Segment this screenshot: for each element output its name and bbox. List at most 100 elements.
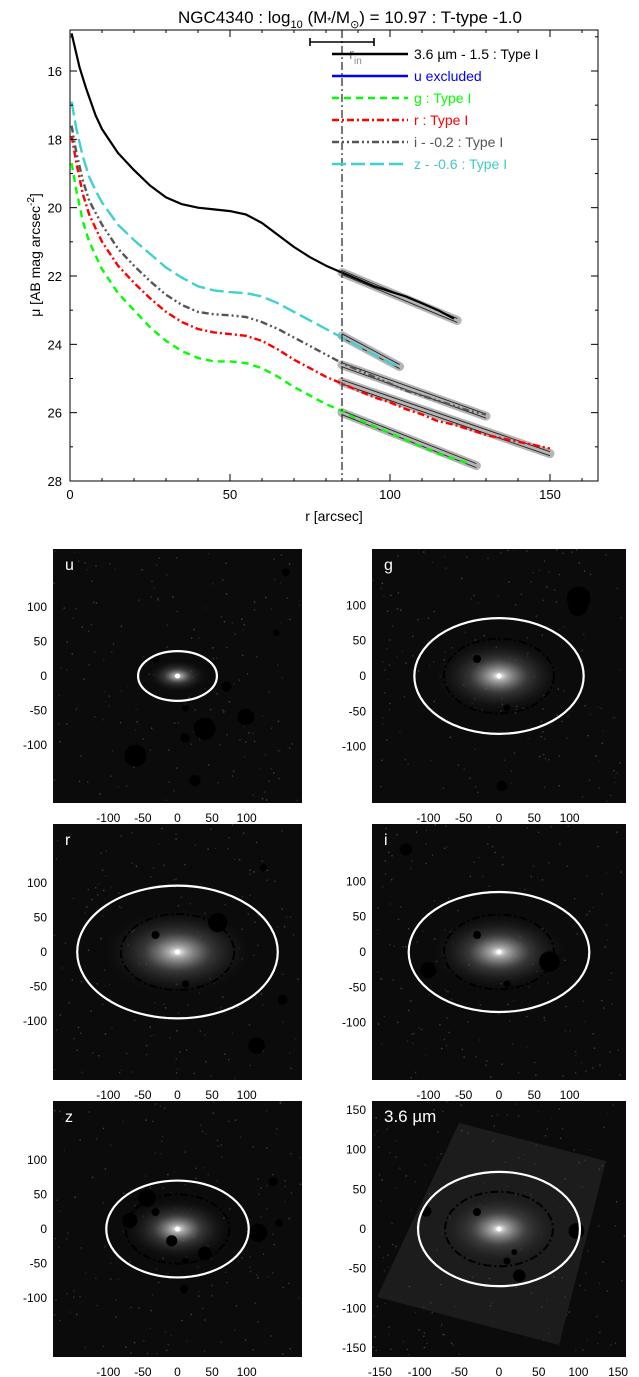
noise-pixel bbox=[59, 1110, 61, 1113]
noise-pixel bbox=[207, 764, 210, 766]
noise-pixel bbox=[388, 851, 390, 854]
fit-lines bbox=[337, 268, 555, 471]
noise-pixel bbox=[387, 1266, 389, 1268]
noise-pixel bbox=[603, 1007, 605, 1009]
noise-pixel bbox=[212, 647, 214, 649]
noise-pixel bbox=[234, 1119, 237, 1121]
noise-pixel bbox=[405, 662, 407, 664]
noise-pixel bbox=[104, 700, 107, 703]
noise-pixel bbox=[66, 1292, 68, 1295]
panel-x-tick-label: -100 bbox=[96, 1088, 120, 1102]
noise-pixel bbox=[76, 707, 78, 709]
masked-source bbox=[182, 704, 189, 712]
noise-pixel bbox=[98, 1055, 100, 1057]
noise-pixel bbox=[466, 556, 468, 558]
noise-pixel bbox=[63, 607, 65, 609]
noise-pixel bbox=[84, 912, 86, 914]
noise-pixel bbox=[392, 979, 394, 981]
galaxy-core bbox=[175, 673, 180, 679]
noise-pixel bbox=[599, 1064, 601, 1066]
noise-pixel bbox=[378, 1246, 381, 1248]
noise-pixel bbox=[454, 1305, 456, 1307]
noise-pixel bbox=[582, 1000, 584, 1002]
noise-pixel bbox=[273, 1243, 275, 1246]
masked-source bbox=[124, 744, 147, 767]
noise-pixel bbox=[542, 731, 544, 733]
noise-pixel bbox=[377, 929, 379, 931]
noise-pixel bbox=[616, 587, 618, 590]
noise-pixel bbox=[152, 1120, 154, 1123]
noise-pixel bbox=[101, 915, 104, 917]
panel-x-tick-label: 0 bbox=[174, 1088, 181, 1102]
panel-y-tick-label: 0 bbox=[359, 945, 366, 959]
noise-pixel bbox=[535, 1074, 537, 1076]
noise-pixel bbox=[291, 743, 293, 745]
noise-pixel bbox=[205, 607, 207, 609]
noise-pixel bbox=[526, 637, 528, 639]
noise-pixel bbox=[221, 1156, 223, 1158]
noise-pixel bbox=[581, 650, 583, 652]
noise-pixel bbox=[144, 1175, 147, 1177]
noise-pixel bbox=[164, 1331, 167, 1333]
noise-pixel bbox=[166, 646, 168, 648]
noise-pixel bbox=[176, 1068, 179, 1070]
noise-pixel bbox=[199, 1124, 202, 1126]
noise-pixel bbox=[589, 713, 591, 715]
noise-pixel bbox=[109, 998, 111, 1001]
noise-pixel bbox=[425, 862, 427, 865]
noise-pixel bbox=[222, 579, 224, 581]
noise-pixel bbox=[249, 1225, 251, 1228]
noise-pixel bbox=[417, 670, 420, 672]
noise-pixel bbox=[151, 727, 153, 729]
noise-pixel bbox=[289, 1052, 291, 1054]
noise-pixel bbox=[299, 604, 301, 606]
noise-pixel bbox=[138, 599, 140, 601]
masked-source bbox=[151, 1208, 160, 1216]
noise-pixel bbox=[609, 979, 611, 981]
noise-pixel bbox=[418, 1027, 420, 1029]
noise-pixel bbox=[55, 858, 58, 860]
noise-pixel bbox=[54, 1314, 56, 1316]
noise-pixel bbox=[609, 1051, 611, 1053]
noise-pixel bbox=[555, 601, 558, 603]
noise-pixel bbox=[384, 1302, 386, 1305]
noise-pixel bbox=[296, 799, 298, 801]
noise-pixel bbox=[539, 1276, 541, 1278]
noise-pixel bbox=[610, 1344, 612, 1346]
noise-pixel bbox=[399, 1167, 401, 1169]
noise-pixel bbox=[254, 1302, 257, 1304]
noise-pixel bbox=[464, 631, 466, 633]
noise-pixel bbox=[174, 886, 176, 888]
noise-pixel bbox=[584, 1159, 586, 1161]
noise-pixel bbox=[158, 843, 160, 845]
panel-x-tick-label: -100 bbox=[96, 1365, 120, 1377]
noise-pixel bbox=[74, 551, 76, 553]
masked-source bbox=[180, 733, 190, 743]
noise-pixel bbox=[210, 828, 212, 830]
noise-pixel bbox=[471, 1276, 474, 1279]
noise-pixel bbox=[145, 1119, 147, 1121]
noise-pixel bbox=[397, 918, 400, 920]
noise-pixel bbox=[511, 782, 513, 785]
noise-pixel bbox=[209, 708, 212, 711]
noise-pixel bbox=[282, 973, 284, 975]
noise-pixel bbox=[220, 1144, 222, 1146]
noise-pixel bbox=[488, 826, 491, 828]
noise-pixel bbox=[225, 562, 227, 564]
noise-pixel bbox=[381, 759, 383, 761]
noise-pixel bbox=[565, 1005, 567, 1008]
noise-pixel bbox=[571, 551, 573, 553]
panel-x-tick-label: 50 bbox=[528, 811, 542, 825]
noise-pixel bbox=[517, 1072, 520, 1074]
noise-pixel bbox=[445, 825, 447, 827]
noise-pixel bbox=[397, 592, 400, 594]
noise-pixel bbox=[372, 1346, 374, 1348]
noise-pixel bbox=[248, 732, 250, 734]
noise-pixel bbox=[231, 824, 234, 826]
noise-pixel bbox=[516, 1316, 519, 1318]
panel-y-tick-label: -100 bbox=[342, 1301, 366, 1315]
noise-pixel bbox=[598, 1168, 600, 1170]
noise-pixel bbox=[150, 876, 152, 878]
noise-pixel bbox=[461, 1048, 464, 1051]
